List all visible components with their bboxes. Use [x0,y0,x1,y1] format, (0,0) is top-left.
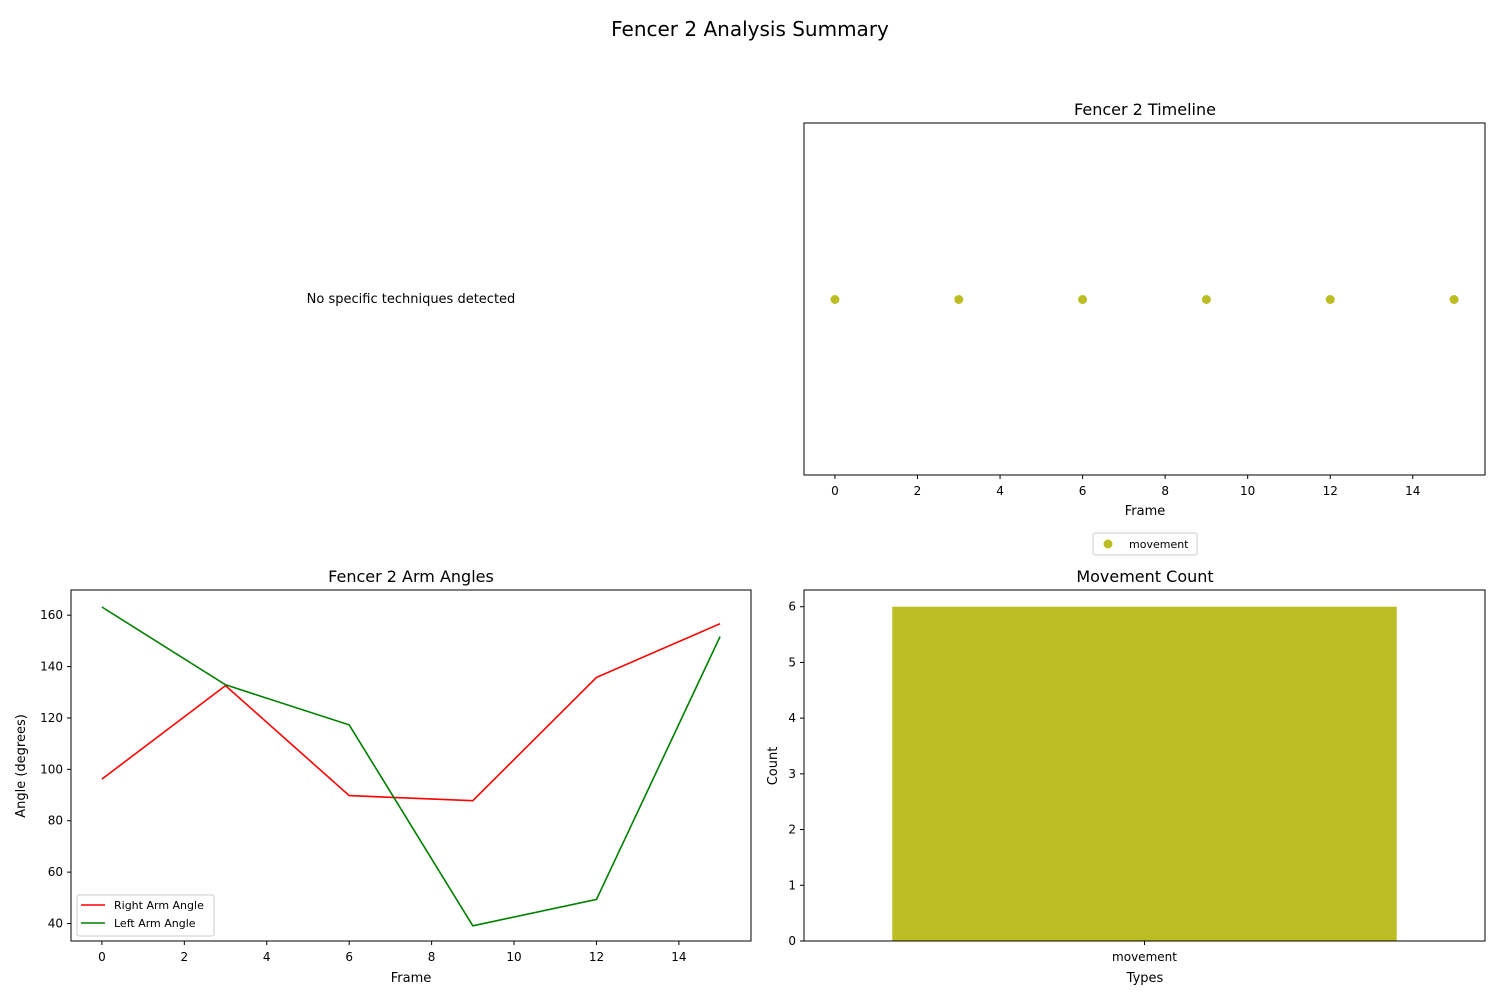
arm-angles-lines [101,606,721,927]
arm-angles-x-ticks: 0 2 4 6 8 10 12 14 [98,941,687,964]
movement-count-x-label: Types [1126,971,1164,986]
movement-count-axes-frame [803,589,1486,942]
arm-angles-x-tick-label: 8 [428,950,436,964]
timeline-x-ticks: 0 2 4 6 8 10 12 14 [831,475,1420,498]
timeline-point [1201,295,1211,304]
timeline-x-tick-label: 10 [1240,484,1255,498]
timeline-point [1325,295,1335,304]
arm-angles-x-tick-label: 10 [506,950,521,964]
timeline-x-label: Frame [1125,504,1166,519]
arm-angles-y-ticks: 40 60 80 100 120 140 160 [40,608,71,931]
timeline-title: Fencer 2 Timeline [1074,100,1216,119]
arm-angles-y-label: Angle (degrees) [14,714,29,818]
timeline-axes-frame [803,122,1486,476]
arm-angles-y-tick-label: 80 [48,814,63,828]
timeline-x-tick-label: 6 [1079,484,1087,498]
timeline-point [830,295,840,304]
movement-count-y-tick-label: 6 [788,600,796,614]
arm-angles-title: Fencer 2 Arm Angles [328,567,494,586]
timeline-x-tick-label: 12 [1323,484,1338,498]
arm-angles-y-tick-label: 100 [40,762,63,776]
arm-angles-y-tick-label: 60 [48,865,63,879]
left-arm-legend-label: Left Arm Angle [114,917,196,930]
movement-count-title: Movement Count [1076,567,1213,586]
arm-angles-x-tick-label: 2 [181,950,189,964]
arm-angles-legend: Right Arm Angle Left Arm Angle [76,894,215,937]
right-arm-legend-label: Right Arm Angle [114,899,204,912]
arm-angles-axes-frame [70,589,752,942]
arm-angles-x-tick-label: 0 [98,950,106,964]
arm-angles-x-tick-label: 4 [263,950,271,964]
techniques-panel: No specific techniques detected [307,292,516,307]
movement-count-y-tick-label: 5 [788,655,796,669]
arm-angles-x-label: Frame [391,971,432,986]
movement-count-panel: Movement Count 0 1 2 3 4 5 6 movement Types Co… [766,567,1486,986]
movement-count-y-tick-label: 2 [788,823,796,837]
movement-count-y-label: Count [766,747,781,786]
no-techniques-message: No specific techniques detected [307,292,516,307]
arm-angles-legend-box [76,894,215,937]
figure-title: Fencer 2 Analysis Summary [611,17,889,41]
movement-count-y-tick-label: 1 [788,878,796,892]
timeline-point [1449,295,1459,304]
timeline-x-tick-label: 0 [831,484,839,498]
movement-count-y-tick-label: 0 [788,934,796,948]
movement-count-bar [892,606,1397,941]
timeline-points [830,295,1459,304]
timeline-legend: movement [1092,532,1198,556]
timeline-x-tick-label: 8 [1161,484,1169,498]
timeline-point [1078,295,1088,304]
movement-count-bars [892,606,1397,941]
arm-angles-y-tick-label: 40 [48,917,63,931]
timeline-x-tick-label: 2 [914,484,922,498]
movement-count-y-ticks: 0 1 2 3 4 5 6 [788,600,804,948]
right-arm-angle-line [101,622,721,802]
timeline-legend-box [1092,532,1198,556]
arm-angles-x-tick-label: 12 [589,950,604,964]
timeline-point [954,295,964,304]
timeline-legend-label: movement [1129,538,1189,551]
arm-angles-x-tick-label: 6 [345,950,353,964]
timeline-x-tick-label: 14 [1405,484,1420,498]
movement-count-y-tick-label: 4 [788,711,796,725]
timeline-panel: Fencer 2 Timeline 0 2 4 6 8 10 12 14 Frame move… [803,100,1486,556]
movement-count-y-tick-label: 3 [788,767,796,781]
arm-angles-y-tick-label: 120 [40,711,63,725]
arm-angles-y-tick-label: 160 [40,608,63,622]
arm-angles-x-tick-label: 14 [671,950,686,964]
timeline-x-tick-label: 4 [996,484,1004,498]
movement-count-x-tick-label: movement [1112,950,1177,964]
left-arm-angle-line [101,606,721,927]
arm-angles-y-tick-label: 140 [40,660,63,674]
movement-count-x-ticks: movement [1112,941,1177,964]
timeline-legend-marker [1103,539,1113,549]
